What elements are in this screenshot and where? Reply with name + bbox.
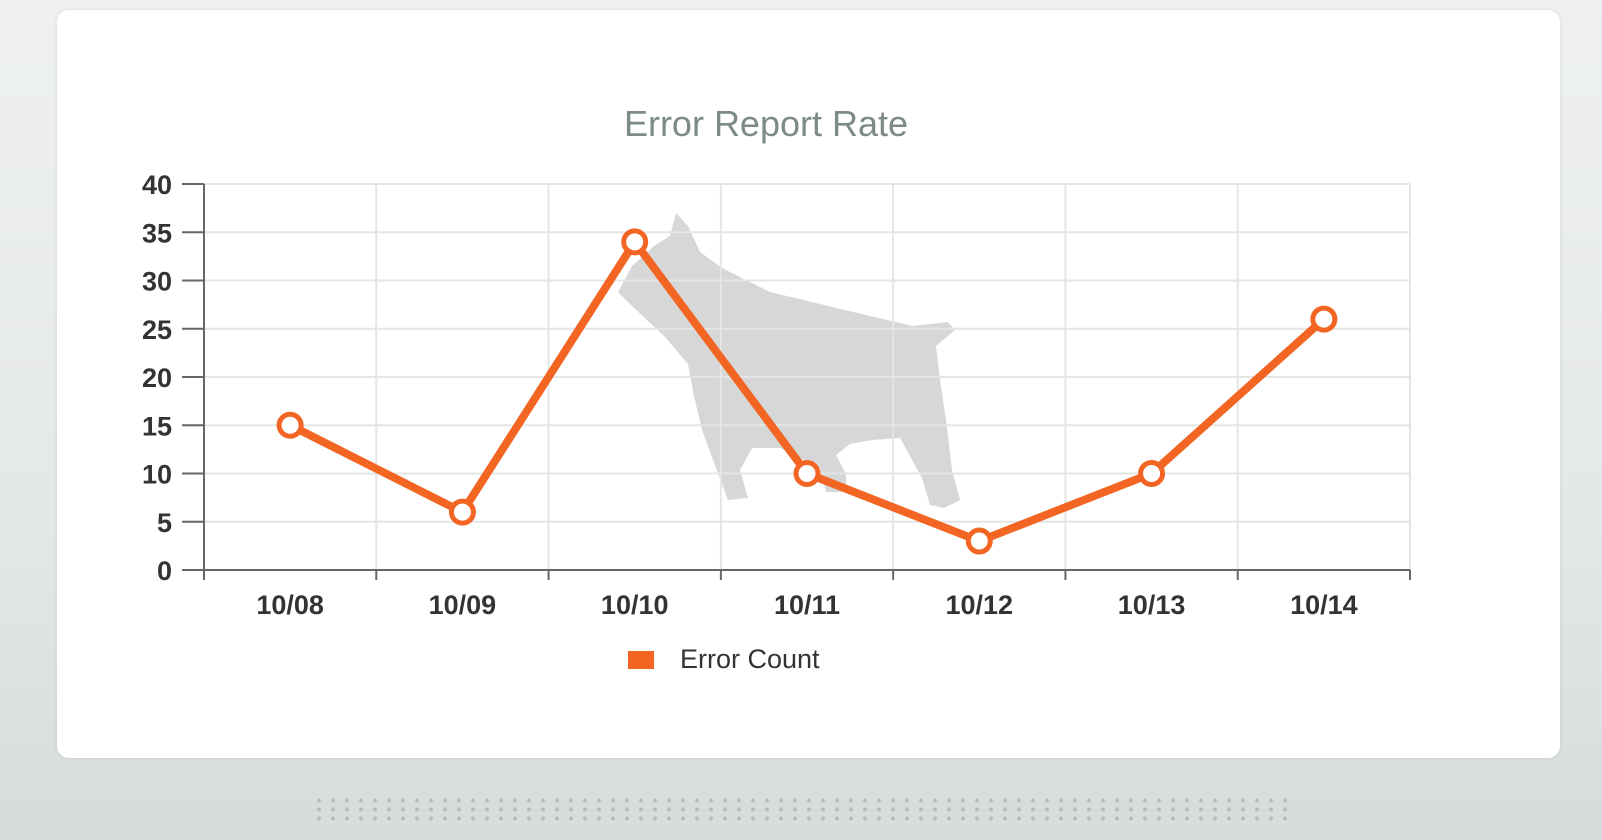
x-tick-label: 10/09	[429, 590, 497, 620]
legend: Error Count	[628, 644, 820, 674]
dog-watermark-icon	[618, 213, 960, 508]
x-tick-label: 10/12	[945, 590, 1013, 620]
x-tick-label: 10/11	[774, 590, 840, 620]
y-tick-label: 35	[142, 218, 172, 248]
data-point	[448, 498, 476, 526]
decorative-dot-pattern	[312, 796, 1292, 824]
data-point	[965, 527, 993, 555]
y-tick-label: 30	[142, 267, 172, 297]
chart-title: Error Report Rate	[624, 103, 908, 144]
y-tick-label: 25	[142, 315, 172, 345]
grid	[203, 183, 1411, 571]
x-tick-label: 10/13	[1118, 590, 1186, 620]
series	[276, 228, 1338, 555]
axes: 0 5 10 15 20 25 30 35 40 10/08 10/09 10/10 10/11 10/1…	[142, 170, 1411, 620]
legend-label: Error Count	[680, 644, 820, 674]
y-tick-label: 15	[142, 411, 172, 441]
x-tick-label: 10/10	[601, 590, 669, 620]
data-point	[1138, 460, 1166, 487]
y-tick-label: 10	[142, 460, 172, 490]
data-point	[621, 228, 649, 256]
legend-swatch	[628, 651, 654, 669]
data-point	[276, 411, 304, 439]
y-tick-label: 40	[142, 170, 172, 200]
y-tick-label: 20	[142, 363, 172, 393]
data-point	[793, 460, 821, 487]
x-tick-label: 10/08	[256, 590, 324, 620]
y-tick-label: 0	[157, 556, 172, 586]
y-tick-label: 5	[157, 508, 172, 538]
data-point	[1310, 305, 1338, 333]
x-tick-label: 10/14	[1290, 590, 1358, 620]
